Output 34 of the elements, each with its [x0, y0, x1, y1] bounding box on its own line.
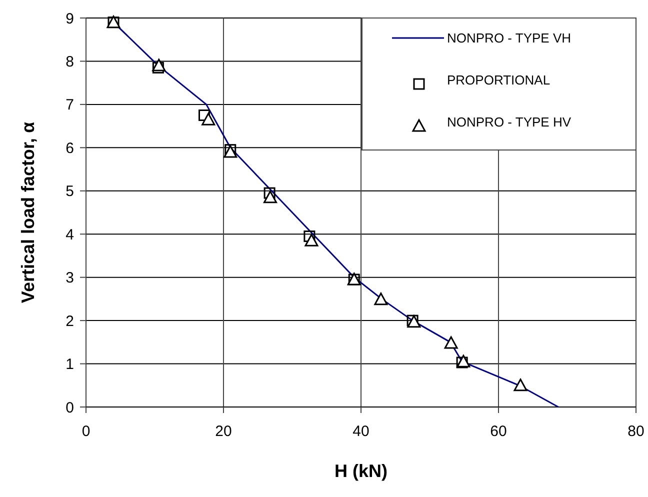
x-tick-label: 60	[490, 423, 507, 440]
x-tick-label: 80	[628, 423, 644, 440]
legend-label: NONPRO - TYPE VH	[447, 30, 572, 46]
point	[456, 356, 468, 368]
point	[202, 112, 216, 126]
point	[264, 187, 276, 199]
point	[514, 378, 528, 392]
legend-label: PROPORTIONAL	[447, 72, 550, 88]
y-tick-label: 8	[66, 53, 74, 70]
point	[304, 234, 318, 246]
y-tick-label: 9	[66, 10, 74, 28]
point	[152, 58, 166, 72]
x-axis-title: H (kN)	[334, 461, 388, 481]
point	[407, 315, 421, 328]
x-tick-label: 40	[352, 423, 370, 440]
point	[406, 314, 418, 326]
y-tick-label: 4	[66, 226, 74, 244]
y-tick-label: 5	[66, 183, 74, 200]
y-tick-label: 6	[66, 140, 74, 157]
y-tick-label: 2	[66, 312, 74, 330]
y-axis-title: Vertical load factor, α	[18, 122, 38, 304]
point	[374, 292, 388, 306]
y-tick-label: 3	[66, 270, 74, 287]
point	[152, 62, 164, 74]
point	[264, 190, 277, 204]
y-tick-label: 0	[66, 399, 74, 416]
point	[456, 354, 470, 368]
x-tick-label: 20	[215, 423, 232, 440]
point	[304, 230, 316, 242]
legend-label: NONPRO - TYPE HV	[447, 114, 572, 130]
x-tick-label: 0	[82, 423, 90, 440]
y-tick-label: 1	[66, 356, 74, 374]
y-tick-label: 7	[66, 96, 74, 114]
point	[444, 336, 458, 349]
